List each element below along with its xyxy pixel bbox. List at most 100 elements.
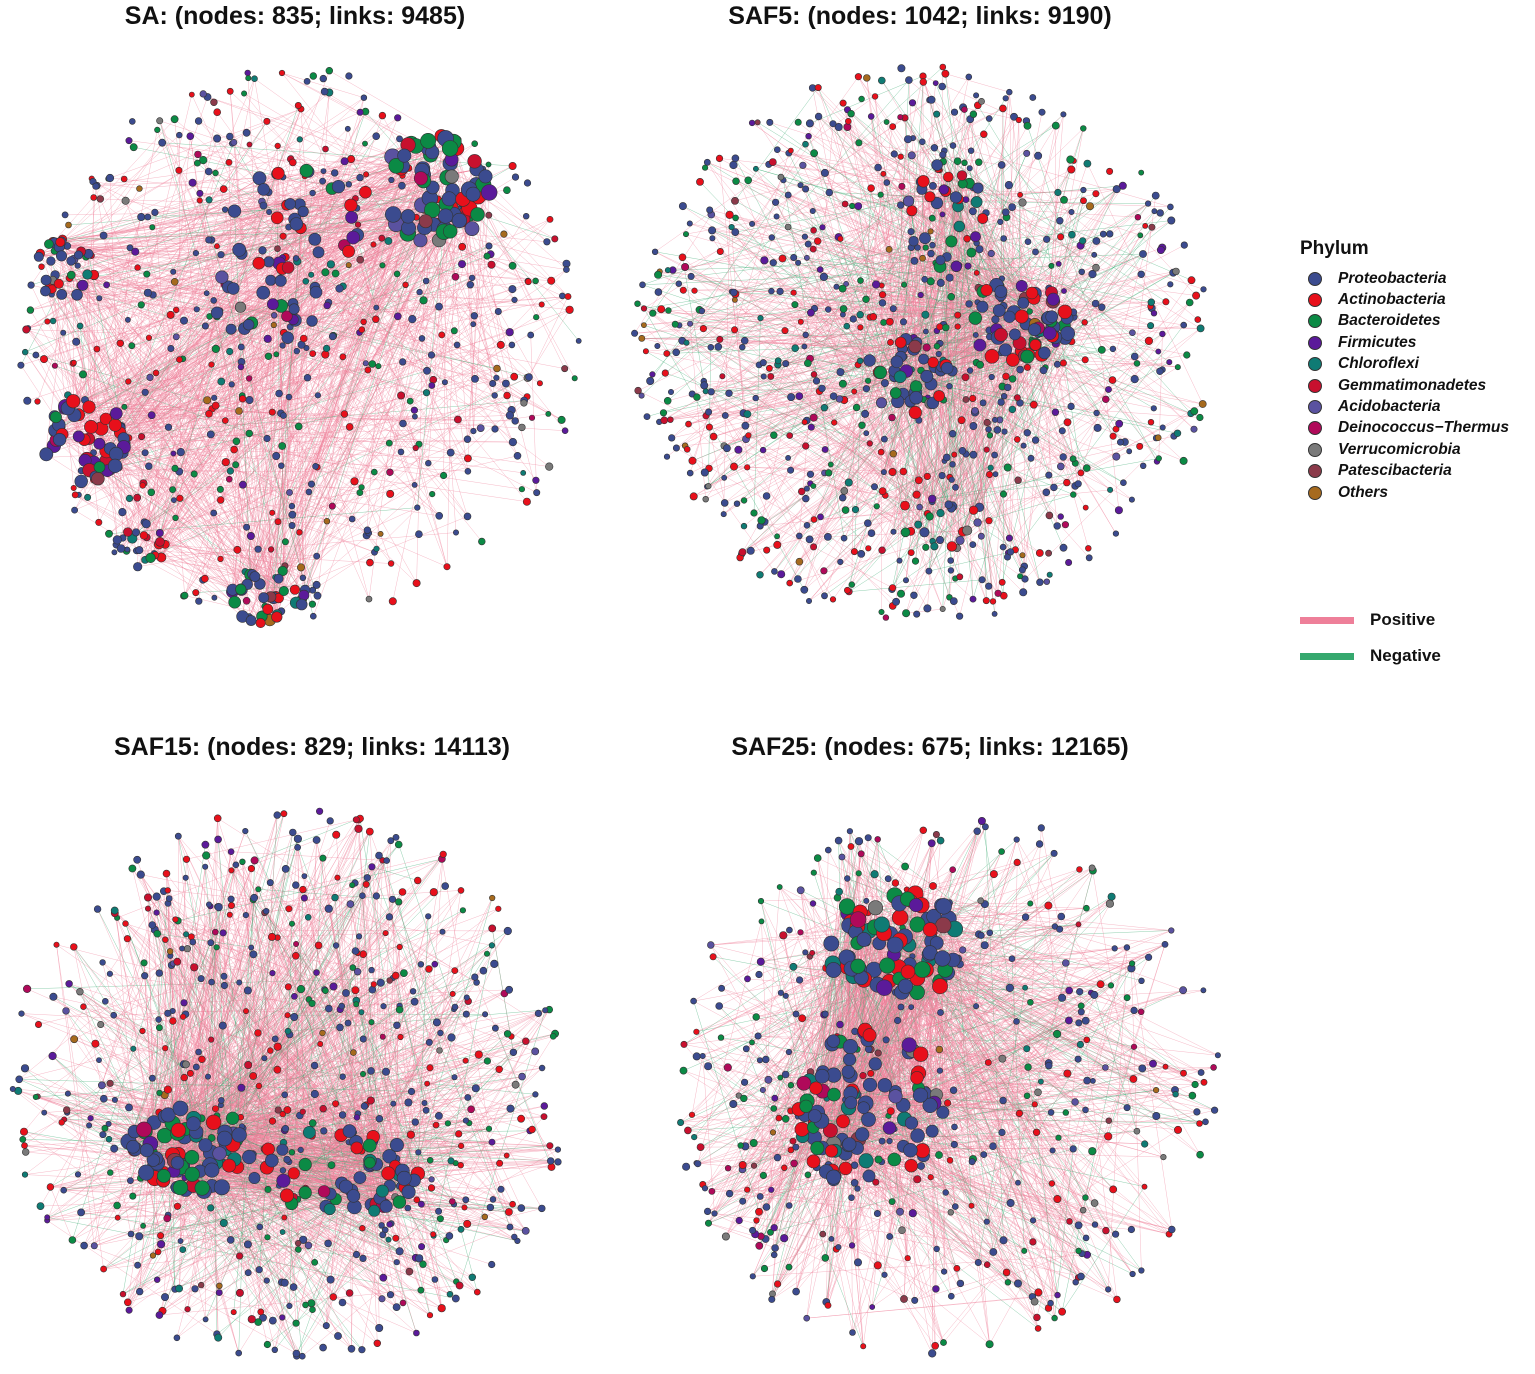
network-node bbox=[978, 98, 985, 105]
network-node bbox=[728, 224, 735, 231]
network-node bbox=[939, 151, 947, 159]
network-node bbox=[768, 234, 775, 241]
network-node bbox=[1085, 545, 1092, 552]
network-node bbox=[1061, 288, 1067, 294]
network-node bbox=[51, 362, 58, 369]
network-node bbox=[323, 344, 331, 353]
network-node bbox=[946, 541, 958, 552]
network-node bbox=[238, 480, 247, 489]
network-node bbox=[340, 157, 349, 166]
network-node bbox=[873, 365, 888, 380]
network-node bbox=[397, 391, 406, 400]
network-node bbox=[328, 502, 336, 510]
network-node bbox=[925, 512, 934, 521]
network-node bbox=[463, 435, 472, 443]
network-node bbox=[306, 315, 318, 327]
network-node bbox=[196, 189, 204, 197]
network-node bbox=[211, 401, 220, 410]
network-node bbox=[1156, 209, 1164, 217]
network-link bbox=[95, 177, 260, 187]
network-node bbox=[129, 143, 138, 152]
network-node bbox=[312, 462, 319, 470]
network-node bbox=[508, 261, 517, 270]
network-node bbox=[242, 596, 251, 605]
network-node bbox=[897, 64, 906, 73]
network-node bbox=[340, 410, 349, 418]
network-node bbox=[274, 142, 281, 149]
network-node bbox=[936, 508, 945, 518]
network-node bbox=[865, 545, 872, 552]
network-node bbox=[309, 285, 323, 299]
network-node bbox=[1059, 543, 1068, 552]
network-link bbox=[252, 207, 451, 575]
network-node bbox=[49, 411, 62, 424]
network-node bbox=[933, 390, 945, 402]
network-node bbox=[176, 494, 184, 502]
network-node bbox=[922, 244, 929, 251]
network-node bbox=[278, 69, 286, 77]
network-node bbox=[795, 259, 802, 266]
network-link bbox=[161, 557, 306, 591]
network-node bbox=[543, 238, 551, 246]
network-node bbox=[1023, 149, 1031, 157]
network-node bbox=[654, 270, 663, 279]
network-node bbox=[538, 301, 545, 308]
network-node bbox=[720, 499, 729, 507]
network-node bbox=[279, 232, 287, 240]
network-node bbox=[870, 483, 878, 491]
network-node bbox=[313, 552, 321, 560]
network-node bbox=[1051, 408, 1060, 416]
network-link bbox=[286, 304, 542, 317]
network-node bbox=[1183, 351, 1191, 359]
network-link bbox=[120, 141, 454, 433]
network-node bbox=[288, 510, 297, 519]
network-link bbox=[123, 201, 263, 439]
network-node bbox=[927, 249, 935, 258]
network-node bbox=[510, 372, 519, 381]
network-node bbox=[924, 191, 936, 203]
network-node bbox=[1115, 419, 1124, 428]
network-node bbox=[646, 376, 655, 385]
network-link bbox=[99, 277, 473, 444]
network-node bbox=[641, 322, 647, 328]
network-node bbox=[418, 335, 426, 342]
network-node bbox=[927, 356, 939, 369]
network-node bbox=[969, 421, 978, 430]
network-node bbox=[331, 180, 346, 194]
network-node bbox=[385, 206, 402, 223]
network-node bbox=[1042, 488, 1051, 497]
network-node bbox=[877, 191, 884, 198]
network-node bbox=[414, 504, 421, 511]
network-node bbox=[1029, 94, 1037, 101]
network-node bbox=[278, 585, 289, 596]
network-link bbox=[945, 73, 1010, 93]
network-link bbox=[117, 174, 367, 541]
network-node bbox=[1081, 319, 1088, 326]
network-node bbox=[293, 347, 300, 355]
network-node bbox=[854, 202, 863, 210]
network-node bbox=[129, 118, 136, 125]
network-link bbox=[135, 328, 245, 533]
network-node bbox=[744, 464, 751, 471]
network-node bbox=[1134, 214, 1142, 221]
network-node bbox=[843, 322, 851, 330]
network-node bbox=[394, 114, 402, 122]
network-node bbox=[939, 605, 946, 612]
network-node bbox=[660, 416, 669, 425]
network-node bbox=[345, 423, 354, 431]
network-node bbox=[686, 469, 694, 477]
network-node bbox=[972, 182, 984, 194]
network-node bbox=[158, 138, 167, 147]
network-node bbox=[471, 140, 479, 147]
network-node bbox=[768, 287, 775, 295]
network-node bbox=[487, 260, 496, 269]
network-node bbox=[901, 281, 908, 288]
network-node bbox=[323, 517, 331, 525]
network-link bbox=[144, 559, 215, 598]
network-node bbox=[500, 230, 508, 238]
network-node bbox=[292, 255, 300, 262]
network-node bbox=[1034, 151, 1043, 160]
network-node bbox=[849, 315, 857, 323]
network-node bbox=[1108, 376, 1117, 384]
network-node bbox=[95, 518, 103, 526]
